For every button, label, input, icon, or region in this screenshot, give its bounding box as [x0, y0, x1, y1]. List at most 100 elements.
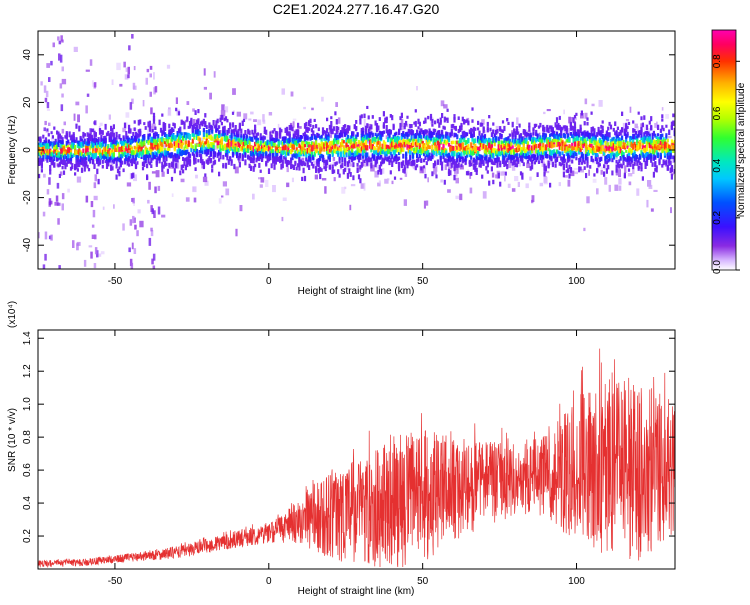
spectrogram-cell	[44, 231, 48, 240]
spectrogram-cell	[165, 150, 168, 156]
spectrogram-cell	[43, 173, 46, 178]
spectrogram-cell	[607, 154, 610, 159]
spectrogram-cell	[395, 136, 398, 143]
spectrogram-cell	[205, 150, 208, 157]
spectrogram-cell	[233, 133, 236, 137]
spectrogram-cell	[370, 140, 373, 145]
spectrogram-cell	[632, 128, 635, 133]
spectrogram-cell	[284, 156, 287, 161]
spectrogram-cell	[290, 125, 293, 129]
spectrogram-cell	[460, 122, 463, 127]
spectrogram-cell	[47, 143, 50, 147]
spectrogram-cell	[585, 143, 588, 149]
spectrogram-cell	[367, 157, 370, 163]
spectrogram-cell	[465, 132, 469, 136]
spectrogram-cell	[200, 148, 203, 152]
spectrogram-cell	[69, 152, 73, 158]
spectrogram-cell	[219, 140, 222, 145]
spectrogram-cell	[180, 133, 183, 138]
spectrogram-cell	[125, 136, 128, 140]
spectrogram-cell	[465, 154, 469, 158]
spectrogram-cell	[506, 143, 509, 149]
spectrogram-cell	[183, 149, 186, 154]
spectrogram-cell	[86, 93, 90, 97]
spectrogram-cell	[211, 143, 214, 148]
spectrogram-cell	[474, 166, 477, 172]
spectrogram-cell	[463, 135, 466, 140]
spectrogram-cell	[236, 132, 239, 138]
spectrogram-cell	[288, 150, 291, 154]
spectrogram-cell	[600, 131, 603, 135]
spectrogram-cell	[438, 122, 441, 128]
spectrogram-cell	[653, 189, 658, 192]
spectrogram-cell	[190, 147, 193, 153]
spectrogram-cell	[111, 157, 114, 163]
spectrogram-cell	[565, 162, 568, 168]
spectrogram-cell	[274, 146, 277, 152]
spectrogram-cell	[623, 131, 626, 136]
spectrogram-cell	[587, 150, 590, 154]
spectrogram-cell	[213, 71, 216, 78]
spectrogram-cell	[230, 132, 233, 139]
spectrogram-cell	[115, 140, 118, 144]
spectrogram-cell	[337, 152, 340, 157]
spectrogram-cell	[661, 125, 664, 130]
spectrogram-cell	[151, 144, 154, 150]
spectrogram-cell	[526, 144, 529, 150]
spectrogram-cell	[481, 137, 484, 143]
spectrogram-cell	[229, 156, 232, 160]
spectrogram-cell	[133, 66, 136, 71]
spectrogram-cell	[308, 147, 311, 151]
spectrogram-cell	[297, 138, 300, 143]
spectrogram-cell	[648, 153, 651, 160]
spectrogram-cell	[75, 150, 78, 157]
spectrogram-cell	[222, 126, 225, 132]
spectrogram-cell	[359, 115, 362, 121]
spectrogram-cell	[504, 176, 506, 182]
spectrogram-cell	[450, 151, 453, 157]
spectrogram-cell	[68, 131, 71, 138]
spectrogram-cell	[479, 135, 482, 141]
spectrogram-cell	[387, 148, 390, 155]
spectrogram-cell	[420, 138, 423, 144]
spectrogram-cell	[337, 117, 341, 124]
spectrogram-cell	[197, 143, 200, 147]
spectrogram-cell	[215, 120, 218, 126]
spectrogram-cell	[510, 146, 513, 150]
spectrogram-cell	[535, 157, 538, 163]
spectrogram-cell	[510, 141, 513, 147]
spectrogram-cell	[363, 136, 366, 141]
spectrogram-cell	[529, 134, 532, 141]
spectrogram-cell	[111, 143, 114, 149]
spectrogram-cell	[67, 159, 70, 164]
spectrogram-cell	[385, 150, 388, 155]
spectrogram-cell	[424, 145, 427, 151]
spectrogram-cell	[111, 79, 114, 85]
spectrogram-cell	[104, 123, 107, 130]
spectrogram-cell	[71, 154, 74, 159]
spectrogram-cell	[93, 151, 96, 155]
spectrogram-cell	[252, 151, 255, 156]
spectrogram-cell	[549, 142, 552, 148]
spectrogram-cell	[97, 139, 100, 145]
spectrogram-cell	[648, 184, 653, 189]
spectrogram-cell	[670, 125, 673, 129]
spectrogram-cell	[475, 152, 478, 156]
spectrogram-cell	[533, 161, 536, 165]
spectrogram-cell	[384, 145, 387, 152]
spectrogram-cell	[575, 136, 578, 142]
spectrogram-cell	[47, 133, 50, 137]
spectrogram-cell	[583, 121, 586, 126]
spectrogram-cell	[522, 143, 525, 149]
spectrogram-cell	[380, 148, 383, 155]
spectrogram-cell	[461, 159, 464, 164]
spectrogram-cell	[150, 142, 153, 146]
spectrogram-cell	[249, 136, 253, 142]
spectrogram-cell	[155, 152, 158, 158]
spectrogram-cell	[57, 218, 60, 225]
spectrogram-y-label: Frequency (Hz)	[7, 116, 18, 185]
spectrogram-cell	[403, 133, 406, 139]
spectrogram-cell	[186, 101, 190, 105]
spectrogram-cell	[353, 143, 356, 149]
